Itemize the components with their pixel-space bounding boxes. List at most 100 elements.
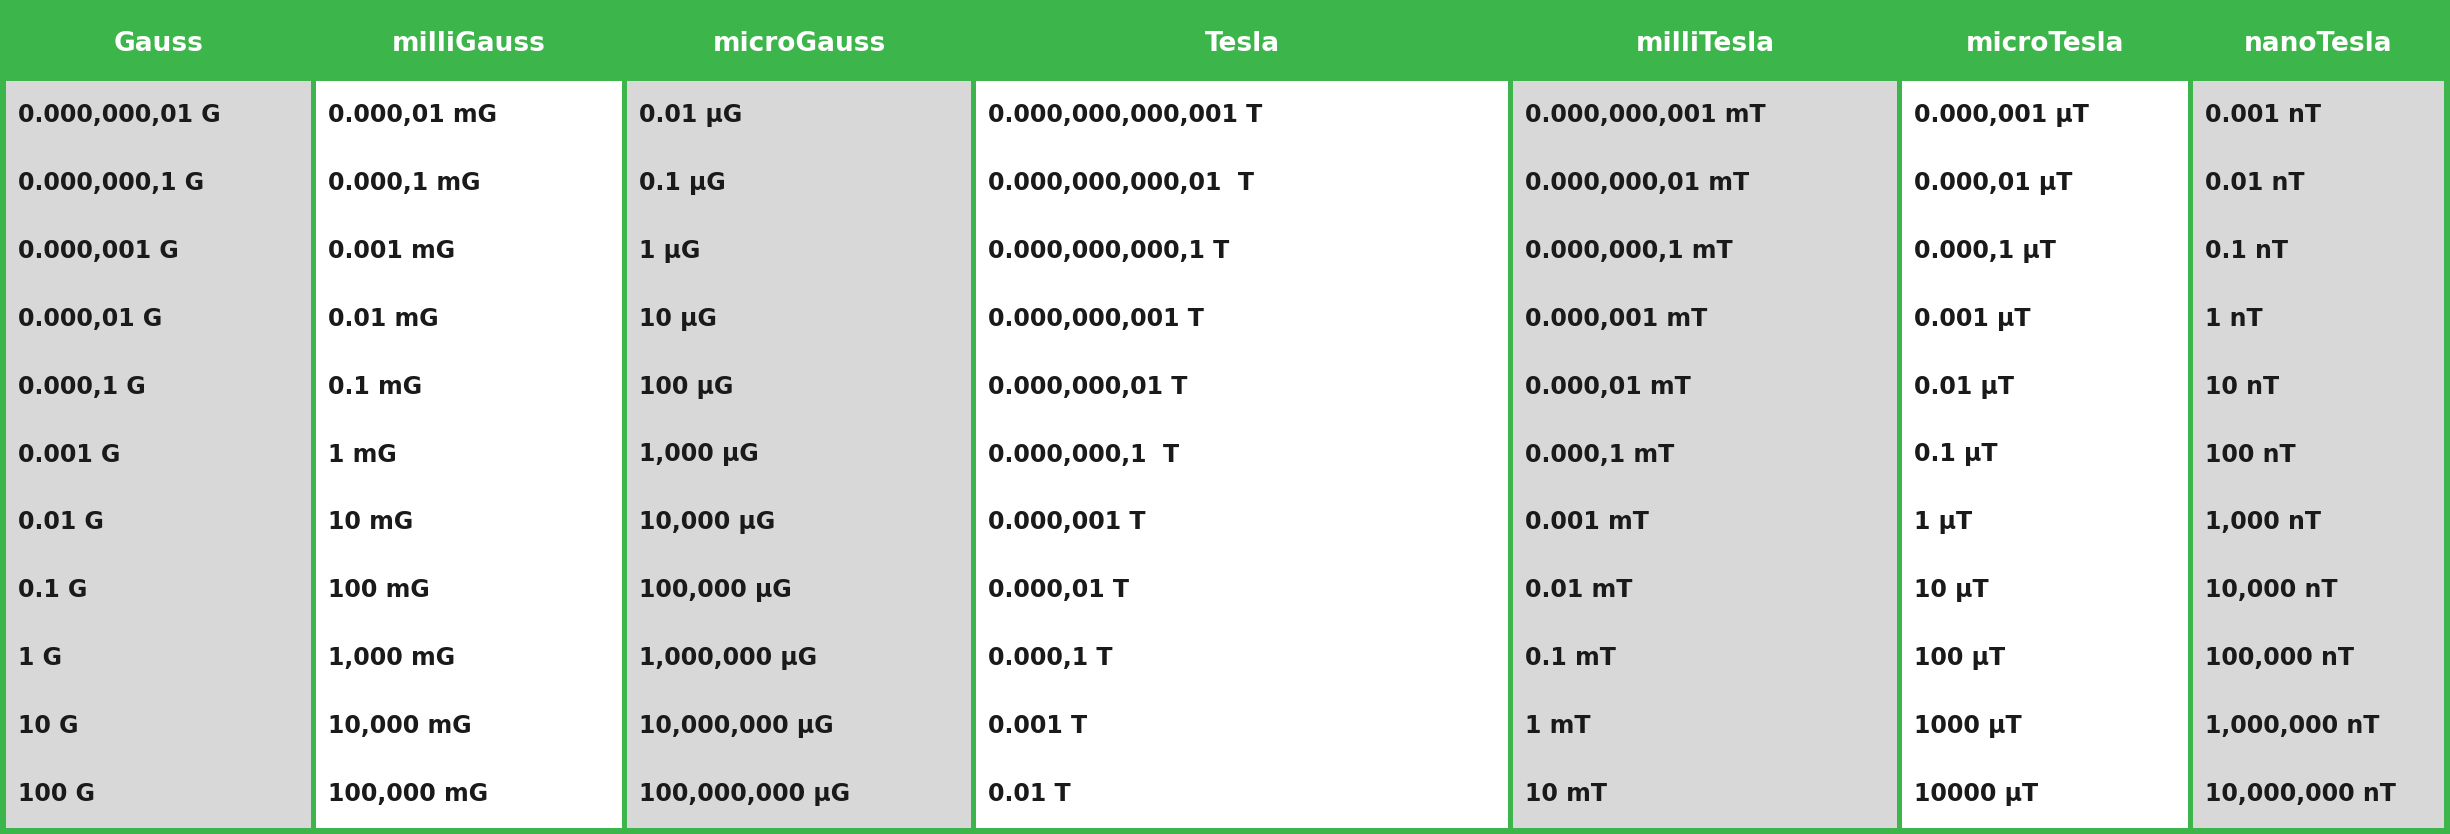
Bar [1514,420,1896,489]
Text: 1,000 mG: 1,000 mG [328,646,456,671]
Bar [5,556,311,625]
Text: 0.000,001 μT: 0.000,001 μT [1913,103,2090,127]
Bar [627,6,970,81]
Text: 10,000 μG: 10,000 μG [639,510,774,535]
Text: 100 G: 100 G [17,782,96,806]
Text: 0.001 T: 0.001 T [987,714,1088,738]
Bar [316,217,622,284]
Text: 0.000,01 mT: 0.000,01 mT [1526,374,1690,399]
Bar [627,217,970,284]
Text: 0.000,1 mT: 0.000,1 mT [1526,443,1673,466]
Text: 0.1 mG: 0.1 mG [328,374,421,399]
Bar [0,828,2450,834]
Text: 0.001 G: 0.001 G [17,443,120,466]
Text: 0.000,000,000,1 T: 0.000,000,000,1 T [987,239,1230,263]
Bar [316,556,622,625]
Text: 0.001 mT: 0.001 mT [1526,510,1649,535]
Text: 0.1 nT: 0.1 nT [2205,239,2288,263]
Bar [627,81,970,149]
Bar [5,217,311,284]
Bar [975,149,1509,217]
Bar [5,489,311,556]
Text: 10,000 mG: 10,000 mG [328,714,473,738]
Bar [2193,692,2445,760]
Bar [311,6,316,828]
Bar [5,284,311,353]
Text: 0.000,000,1 mT: 0.000,000,1 mT [1526,239,1732,263]
Bar [5,81,311,149]
Text: 10 nT: 10 nT [2205,374,2278,399]
Bar [1901,760,2188,828]
Text: 10 G: 10 G [17,714,78,738]
Text: 0.000,01 μT: 0.000,01 μT [1913,171,2073,195]
Bar [2193,217,2445,284]
Text: 0.000,1 μT: 0.000,1 μT [1913,239,2056,263]
Bar [1901,556,2188,625]
Bar [2193,284,2445,353]
Bar [627,420,970,489]
Text: 1 mG: 1 mG [328,443,397,466]
Bar [975,81,1509,149]
Text: 0.000,000,000,01  T: 0.000,000,000,01 T [987,171,1254,195]
Text: 10,000,000 nT: 10,000,000 nT [2205,782,2396,806]
Text: 0.001 mG: 0.001 mG [328,239,456,263]
Text: 0.000,000,01 G: 0.000,000,01 G [17,103,220,127]
Text: 0.000,000,01 T: 0.000,000,01 T [987,374,1188,399]
Bar [1901,81,2188,149]
Bar [975,556,1509,625]
Bar [2188,6,2193,828]
Text: 100 μT: 100 μT [1913,646,2007,671]
Text: 0.000,000,000,001 T: 0.000,000,000,001 T [987,103,1262,127]
Bar [316,284,622,353]
Bar [975,625,1509,692]
Text: 100 μG: 100 μG [639,374,733,399]
Bar [627,284,970,353]
Bar [1514,6,1896,81]
Text: 100,000,000 μG: 100,000,000 μG [639,782,850,806]
Bar [975,217,1509,284]
Bar [1514,556,1896,625]
Text: 0.000,1 T: 0.000,1 T [987,646,1112,671]
Text: 0.000,000,1  T: 0.000,000,1 T [987,443,1178,466]
Text: 1 mT: 1 mT [1526,714,1590,738]
Bar [975,284,1509,353]
Text: 1 μG: 1 μG [639,239,701,263]
Bar [5,149,311,217]
Text: 0.000,01 mG: 0.000,01 mG [328,103,497,127]
Text: 0.000,001 G: 0.000,001 G [17,239,179,263]
Text: 10000 μT: 10000 μT [1913,782,2038,806]
Bar [5,6,311,81]
Bar [0,0,5,834]
Bar [5,420,311,489]
Text: 100,000 mG: 100,000 mG [328,782,488,806]
Bar [1901,149,2188,217]
Text: 1,000,000 μG: 1,000,000 μG [639,646,816,671]
Bar [5,692,311,760]
Bar [627,625,970,692]
Bar [627,692,970,760]
Text: milliTesla: milliTesla [1637,31,1774,57]
Bar [316,760,622,828]
Text: 0.000,1 mG: 0.000,1 mG [328,171,480,195]
Text: nanoTesla: nanoTesla [2244,31,2394,57]
Bar [1514,625,1896,692]
Text: 100 mG: 100 mG [328,578,431,602]
Bar [2193,6,2445,81]
Bar [627,760,970,828]
Text: 0.000,001 mT: 0.000,001 mT [1526,307,1708,331]
Bar [627,556,970,625]
Bar [1901,353,2188,420]
Text: 10 mG: 10 mG [328,510,414,535]
Text: 1,000 nT: 1,000 nT [2205,510,2320,535]
Bar [5,625,311,692]
Bar [1514,489,1896,556]
Bar [2193,760,2445,828]
Bar [5,760,311,828]
Text: 100 nT: 100 nT [2205,443,2296,466]
Bar [316,6,622,81]
Bar [1901,489,2188,556]
Text: 0.1 mT: 0.1 mT [1526,646,1617,671]
Bar [5,353,311,420]
Bar [622,6,627,828]
Bar [316,692,622,760]
